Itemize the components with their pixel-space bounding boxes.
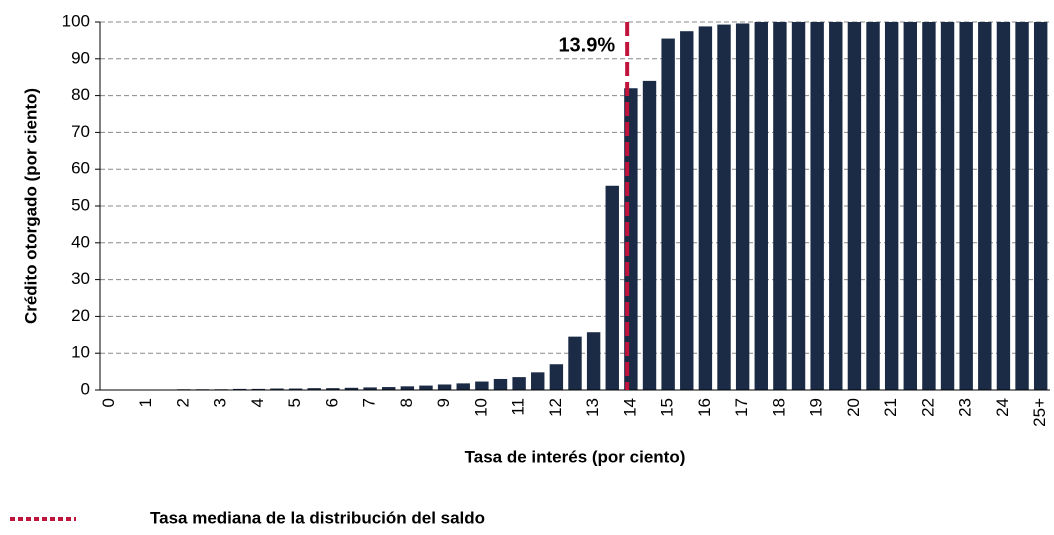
x-tick-label: 22 <box>918 398 937 417</box>
x-tick-label: 10 <box>471 398 490 417</box>
y-tick-label: 60 <box>71 159 90 178</box>
bar <box>419 385 433 390</box>
bar <box>717 24 731 391</box>
bar <box>456 383 470 390</box>
bar <box>568 336 582 390</box>
bar <box>884 22 899 390</box>
y-tick-label: 30 <box>71 269 90 288</box>
median-label: 13.9% <box>558 34 615 56</box>
x-tick-label: 5 <box>285 398 304 407</box>
x-tick-label: 4 <box>248 398 267 407</box>
x-tick-label: 25+ <box>1030 398 1049 427</box>
x-tick-label: 0 <box>99 398 118 407</box>
bar <box>512 377 526 390</box>
x-tick-label: 6 <box>322 398 341 407</box>
bar <box>922 22 936 390</box>
bar <box>531 372 545 390</box>
y-axis-title: Crédito otorgado (por ciento) <box>21 88 40 324</box>
bar <box>400 386 415 390</box>
bar <box>698 26 713 390</box>
bar <box>754 22 768 390</box>
bar <box>1015 22 1029 390</box>
x-tick-label: 21 <box>881 398 900 417</box>
y-tick-label: 10 <box>71 343 90 362</box>
x-tick-label: 3 <box>211 398 230 407</box>
bar <box>773 22 787 390</box>
x-tick-label: 11 <box>509 398 528 416</box>
bar <box>866 22 880 390</box>
bar <box>903 22 917 390</box>
bar <box>344 387 359 390</box>
x-tick-label: 18 <box>769 398 788 417</box>
y-tick-label: 20 <box>71 306 90 325</box>
bar <box>251 388 266 390</box>
x-tick-label: 12 <box>546 398 565 417</box>
x-tick-label: 24 <box>993 398 1012 417</box>
x-tick-label: 9 <box>434 398 453 407</box>
y-tick-label: 40 <box>71 232 90 251</box>
bar <box>605 185 619 390</box>
bar <box>1033 22 1048 390</box>
bar <box>549 364 564 390</box>
x-tick-label: 15 <box>658 398 677 417</box>
x-axis-title: Tasa de interés (por ciento) <box>465 447 686 466</box>
y-tick-label: 80 <box>71 85 90 104</box>
bar <box>475 381 489 390</box>
x-tick-label: 14 <box>620 398 639 417</box>
bar <box>810 22 824 390</box>
bar <box>680 31 694 390</box>
x-tick-label: 23 <box>956 398 975 417</box>
bar <box>829 22 843 390</box>
x-tick-label: 16 <box>695 398 714 417</box>
bar <box>642 80 657 390</box>
bar <box>735 23 750 391</box>
x-tick-label: 7 <box>360 398 379 407</box>
bar <box>326 388 340 390</box>
bar <box>959 22 973 390</box>
x-tick-label: 8 <box>397 398 416 407</box>
x-tick-label: 13 <box>583 398 602 417</box>
y-tick-label: 70 <box>71 122 90 141</box>
bar <box>791 22 806 390</box>
bar <box>661 38 675 391</box>
x-tick-label: 17 <box>732 398 751 417</box>
bar <box>978 22 992 390</box>
bar <box>270 388 284 390</box>
bar <box>586 332 601 390</box>
bar <box>996 22 1011 390</box>
y-tick-label: 0 <box>81 379 90 398</box>
y-tick-label: 50 <box>71 195 90 214</box>
x-tick-label: 20 <box>844 398 863 417</box>
y-tick-label: 100 <box>62 11 90 30</box>
bar <box>233 388 247 390</box>
legend-label: Tasa mediana de la distribución del sald… <box>150 508 485 527</box>
bar <box>437 384 452 390</box>
bar <box>288 388 303 390</box>
y-tick-label: 90 <box>71 48 90 67</box>
bar <box>940 22 955 390</box>
bar <box>307 388 321 390</box>
x-tick-label: 1 <box>136 398 155 407</box>
bar <box>363 387 377 390</box>
bar <box>847 22 862 390</box>
bar <box>382 387 396 390</box>
x-tick-label: 19 <box>807 398 826 417</box>
bar <box>493 378 508 390</box>
x-tick-label: 2 <box>173 398 192 407</box>
